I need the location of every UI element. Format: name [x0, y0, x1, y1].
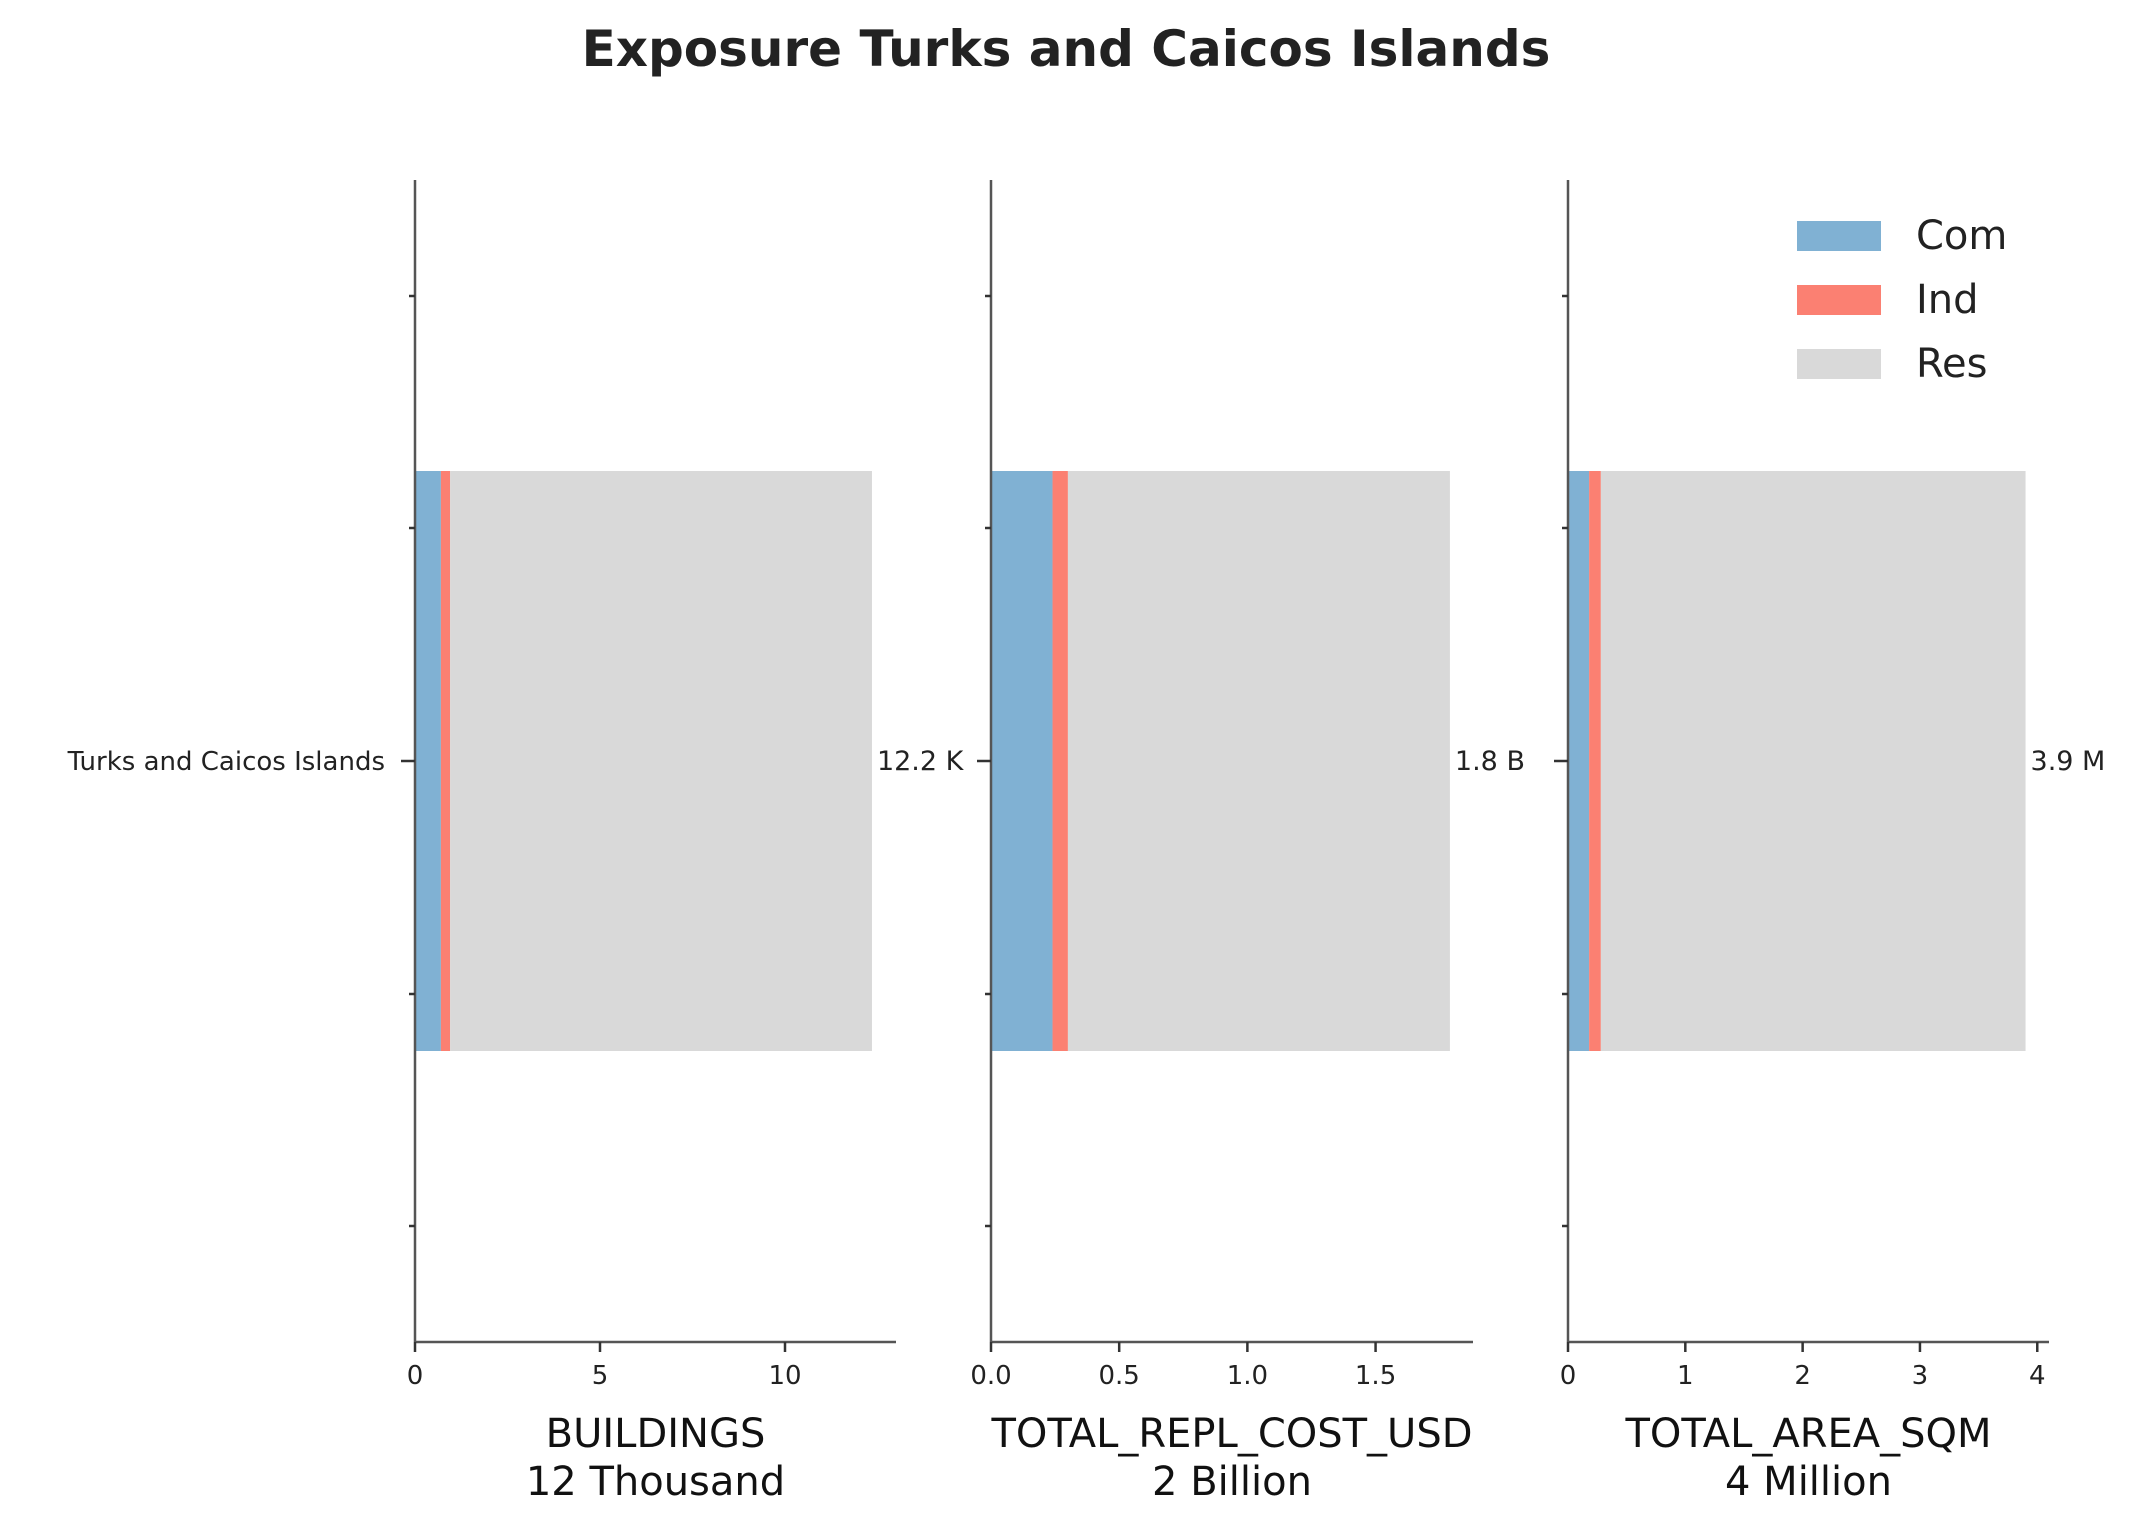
legend-swatch: [1797, 349, 1881, 379]
x-tick-label: 0.5: [1099, 1361, 1140, 1391]
x-axis-subtitle: 12 Thousand: [526, 1459, 785, 1505]
bar-res: [450, 471, 872, 1051]
x-axis-title: TOTAL_REPL_COST_USD: [990, 1411, 1472, 1457]
bar-com: [1568, 471, 1590, 1051]
x-axis-subtitle: 4 Million: [1725, 1459, 1892, 1505]
x-tick-label: 0: [1560, 1361, 1577, 1391]
legend-item-com: Com: [1797, 213, 2007, 259]
bar-ind: [1589, 471, 1601, 1051]
x-tick-label: 1: [1677, 1361, 1694, 1391]
total-label: 1.8 B: [1455, 746, 1525, 777]
legend: Com Ind Res: [1797, 213, 2007, 387]
x-axis-subtitle: 2 Billion: [1152, 1459, 1312, 1505]
bar-ind: [1052, 471, 1068, 1051]
bar-com: [415, 471, 441, 1051]
x-tick-label: 1.5: [1355, 1361, 1396, 1391]
legend-label: Com: [1916, 213, 2007, 259]
total-label: 3.9 M: [2031, 746, 2106, 777]
x-tick-label: 4: [2029, 1361, 2046, 1391]
legend-label: Res: [1916, 341, 1987, 387]
panel-1: 12.2 K Turks and Caicos Islands 0 5 10BUILDI…: [67, 180, 965, 1505]
x-tick-label: 3: [1912, 1361, 1929, 1391]
legend-swatch: [1797, 221, 1881, 251]
legend-label: Ind: [1916, 277, 1979, 323]
bar-res: [1067, 471, 1450, 1051]
x-tick-label: 1.0: [1227, 1361, 1268, 1391]
x-tick-label: 2: [1794, 1361, 1811, 1391]
legend-swatch: [1797, 285, 1881, 315]
chart-title: Exposure Turks and Caicos Islands: [582, 20, 1551, 78]
x-tick-label: 5: [592, 1361, 609, 1391]
x-tick-label: 0: [407, 1361, 424, 1391]
x-tick-label: 10: [768, 1361, 801, 1391]
y-tick-label: Turks and Caicos Islands: [67, 747, 385, 777]
x-axis-title: TOTAL_AREA_SQM: [1624, 1411, 1991, 1457]
bar-res: [1600, 471, 2026, 1051]
bar-com: [991, 471, 1053, 1051]
bar-ind: [440, 471, 451, 1051]
legend-item-ind: Ind: [1797, 277, 1979, 323]
legend-item-res: Res: [1797, 341, 1987, 387]
x-axis-title: BUILDINGS: [546, 1411, 766, 1457]
x-tick-label: 0.0: [970, 1361, 1011, 1391]
total-label: 12.2 K: [877, 746, 965, 777]
